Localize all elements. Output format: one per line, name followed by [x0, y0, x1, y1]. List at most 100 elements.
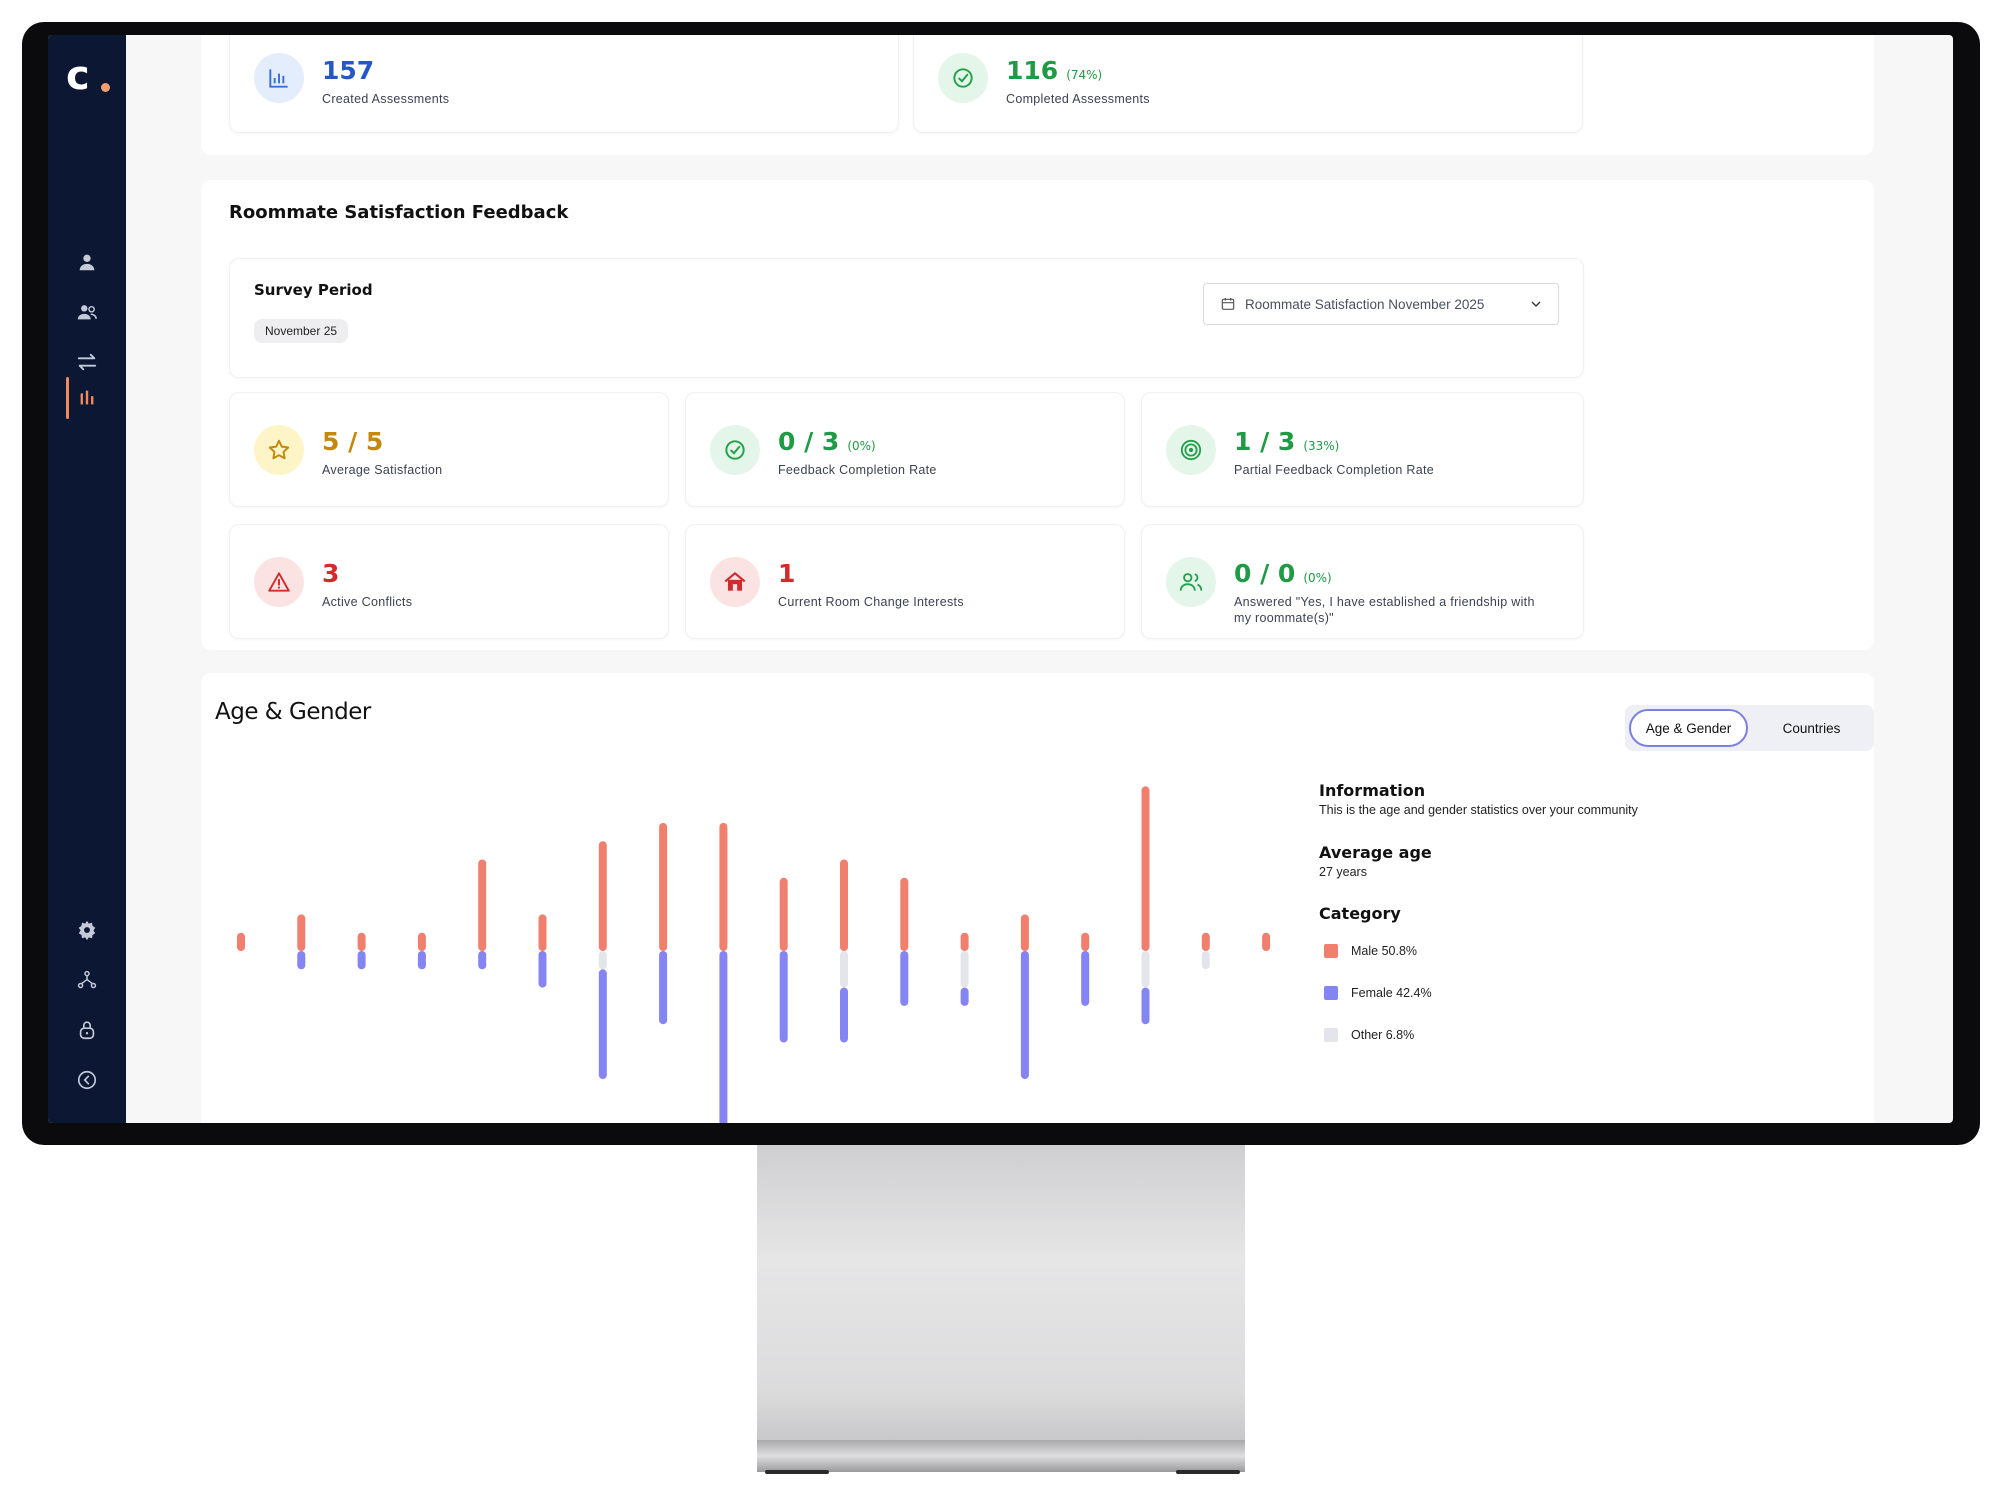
bar-male-age-35[interactable] [1262, 932, 1271, 951]
bar-female-age-32[interactable] [1081, 951, 1090, 1006]
bar-male-age-6[interactable] [237, 932, 245, 951]
completed-assessments-number: 116 [1006, 56, 1059, 85]
house-icon [724, 572, 746, 591]
bar-male-age-32[interactable] [1081, 932, 1090, 951]
bar-male-age-24[interactable] [598, 841, 607, 951]
sidebar-item-network[interactable] [70, 963, 104, 997]
bar-female-age-29[interactable] [900, 951, 909, 1006]
bar-female-age-30[interactable] [960, 987, 969, 1006]
bar-chart-icon [269, 69, 288, 88]
bar-female-age-22[interactable] [478, 951, 487, 970]
x-tick-label-19: 19 [294, 1121, 308, 1123]
x-tick-label-20: 20 [354, 1121, 368, 1123]
bar-male-age-27[interactable] [779, 877, 788, 951]
active-conflicts-card: 3 Active Conflicts [229, 524, 669, 639]
bar-other-age-28[interactable] [840, 951, 848, 988]
logo-dot [101, 83, 110, 92]
sidebar-item-analytics[interactable] [70, 381, 104, 415]
completed-assessments-label: Completed Assessments [1006, 92, 1150, 106]
average-age-value: 27 years [1319, 865, 1367, 879]
completed-assessments-icon-circle [938, 53, 988, 103]
partial-feedback-number: 1 / 3 [1234, 427, 1296, 456]
gear-icon [78, 920, 96, 941]
x-tick-label-35: 35 [1259, 1121, 1273, 1123]
bar-female-age-23[interactable] [538, 951, 547, 988]
star-icon [268, 439, 290, 460]
sidebar-collapse-button[interactable] [70, 1063, 104, 1097]
survey-select-value: Roommate Satisfaction November 2025 [1245, 296, 1485, 312]
x-tick-label-21: 21 [415, 1121, 429, 1123]
tab-countries[interactable]: Countries [1782, 720, 1841, 736]
average-satisfaction-icon-circle [254, 425, 304, 475]
bar-male-age-34[interactable] [1201, 932, 1210, 951]
created-assessments-icon-circle [254, 53, 304, 103]
bar-other-age-34[interactable] [1201, 951, 1210, 970]
tab-age-gender[interactable]: Age & Gender [1629, 709, 1748, 747]
survey-period-card: Survey Period November 25 Roommate Satis… [229, 258, 1584, 378]
bar-male-age-23[interactable] [538, 914, 547, 951]
feedback-completion-card: 0 / 3 (0%) Feedback Completion Rate [685, 392, 1125, 507]
survey-period-badge: November 25 [254, 319, 349, 343]
monitor-foot-right [1176, 1470, 1240, 1474]
sidebar-item-lock[interactable] [70, 1013, 104, 1047]
bar-male-age-25[interactable] [659, 822, 668, 951]
bar-female-age-31[interactable] [1020, 951, 1029, 1080]
bar-male-age-19[interactable] [297, 914, 306, 951]
room-change-icon-circle [710, 557, 760, 607]
feedback-completion-icon-circle [710, 425, 760, 475]
bar-male-age-30[interactable] [960, 932, 969, 951]
bar-female-age-26[interactable] [719, 951, 728, 1123]
bar-male-age-21[interactable] [417, 932, 426, 951]
assessments-panel: 157 Created Assessments 116 (74%) Complet… [201, 35, 1874, 155]
legend-label-male: Male 50.8% [1351, 944, 1418, 958]
age-gender-panel: Age & Gender Age & Gender Countries 6 19 2… [201, 673, 1874, 1123]
bar-female-age-27[interactable] [779, 951, 788, 1043]
legend-swatch-female [1324, 986, 1338, 1000]
survey-select[interactable]: Roommate Satisfaction November 2025 [1203, 283, 1559, 325]
x-tick-label-33: 33 [1138, 1121, 1152, 1123]
room-change-card: 1 Current Room Change Interests [685, 524, 1125, 639]
completed-assessments-value: 116 (74%) [1006, 56, 1102, 85]
partial-feedback-card: 1 / 3 (33%) Partial Feedback Completion R… [1141, 392, 1584, 507]
legend-swatch-male [1324, 944, 1338, 958]
bar-male-age-26[interactable] [719, 822, 728, 951]
collapse-icon [77, 1070, 97, 1090]
bar-female-age-24[interactable] [598, 969, 607, 1080]
friendship-label-line2: my roommate(s)" [1234, 611, 1334, 625]
bar-female-age-19[interactable] [297, 951, 306, 970]
app-logo[interactable]: c [66, 53, 90, 99]
feedback-completion-value: 0 / 3 (0%) [778, 427, 876, 456]
bar-female-age-28[interactable] [840, 987, 848, 1043]
bar-other-age-30[interactable] [960, 951, 969, 988]
sidebar-item-user[interactable] [70, 245, 104, 279]
bar-female-age-20[interactable] [357, 951, 366, 970]
bar-male-age-33[interactable] [1141, 786, 1150, 951]
monitor-stand-base [757, 1440, 1245, 1472]
check-circle-icon [725, 440, 745, 460]
bar-male-age-28[interactable] [840, 859, 848, 952]
bar-female-age-21[interactable] [417, 951, 426, 970]
created-assessments-label: Created Assessments [322, 92, 450, 106]
active-conflicts-icon-circle [254, 557, 304, 607]
screen: c 157 [48, 35, 1953, 1123]
chevron-down-icon [1531, 301, 1541, 307]
x-tick-label-26: 26 [716, 1121, 730, 1123]
partial-feedback-value: 1 / 3 (33%) [1234, 427, 1339, 456]
bar-male-age-29[interactable] [900, 877, 909, 951]
sidebar-item-swap[interactable] [70, 345, 104, 379]
bar-other-age-24[interactable] [598, 951, 607, 970]
bar-male-age-22[interactable] [478, 859, 487, 952]
sidebar-item-users[interactable] [70, 295, 104, 329]
bar-male-age-31[interactable] [1020, 914, 1029, 951]
bar-other-age-33[interactable] [1141, 951, 1150, 988]
legend-label-female: Female 42.4% [1351, 986, 1432, 1000]
x-tick-label-32: 32 [1078, 1121, 1092, 1123]
bar-female-age-33[interactable] [1141, 987, 1150, 1025]
partial-feedback-icon-circle [1166, 425, 1216, 475]
partial-feedback-pct: (33%) [1303, 439, 1340, 453]
bar-female-age-25[interactable] [659, 951, 668, 1025]
bar-male-age-20[interactable] [357, 932, 366, 951]
sidebar-item-settings[interactable] [70, 913, 104, 947]
age-gender-title: Age & Gender [215, 699, 371, 725]
age-gender-chart: 6 19 20 21 22 23 24 25 26 27 28 29 30 31 32 33 34 35 [237, 786, 1273, 1123]
